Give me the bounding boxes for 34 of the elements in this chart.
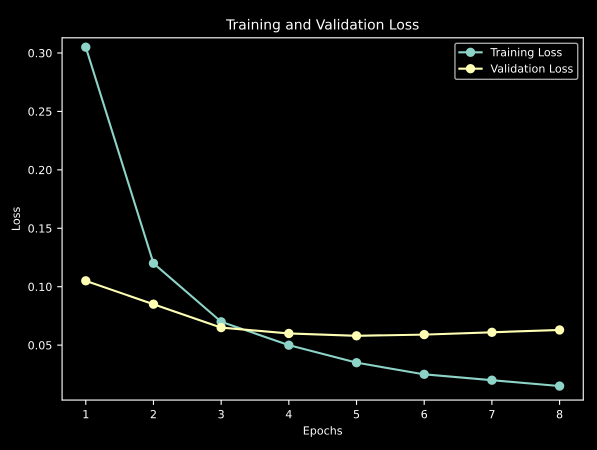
point <box>554 381 564 391</box>
x-axis-title: Epochs <box>304 426 342 437</box>
y-tick-label: 0.30 <box>28 48 52 58</box>
point <box>352 358 362 368</box>
point <box>148 258 158 268</box>
x-tick-label: 8 <box>556 410 562 418</box>
y-tick-label: 0.25 <box>28 107 52 116</box>
point <box>352 331 362 340</box>
point <box>81 42 90 52</box>
y-tick-label: 0.10 <box>28 282 52 292</box>
point <box>148 300 158 309</box>
point <box>420 330 429 340</box>
chart-title: Training and Validation Loss <box>226 18 419 32</box>
point <box>487 328 497 337</box>
point <box>284 328 294 338</box>
x-tick-label: 5 <box>354 410 360 418</box>
y-tick-label: 0.15 <box>28 224 52 233</box>
legend-label: Training Loss <box>490 48 562 59</box>
x-tick-label: 6 <box>421 410 428 418</box>
point <box>284 340 294 350</box>
point <box>420 370 429 380</box>
x-tick-label: 4 <box>286 410 292 418</box>
x-tick-label: 1 <box>83 410 88 418</box>
x-tick-label: 7 <box>489 410 494 418</box>
point <box>216 322 226 332</box>
x-tick-label: 2 <box>150 410 156 418</box>
point <box>81 276 90 286</box>
y-tick-label: 0.05 <box>28 341 52 350</box>
y-axis-title: Loss <box>12 207 20 230</box>
y-tick-label: 0.20 <box>28 166 52 174</box>
x-tick-label: 3 <box>218 410 224 418</box>
legend-label: Validation Loss <box>490 64 573 73</box>
point <box>487 376 497 385</box>
point <box>554 325 564 335</box>
